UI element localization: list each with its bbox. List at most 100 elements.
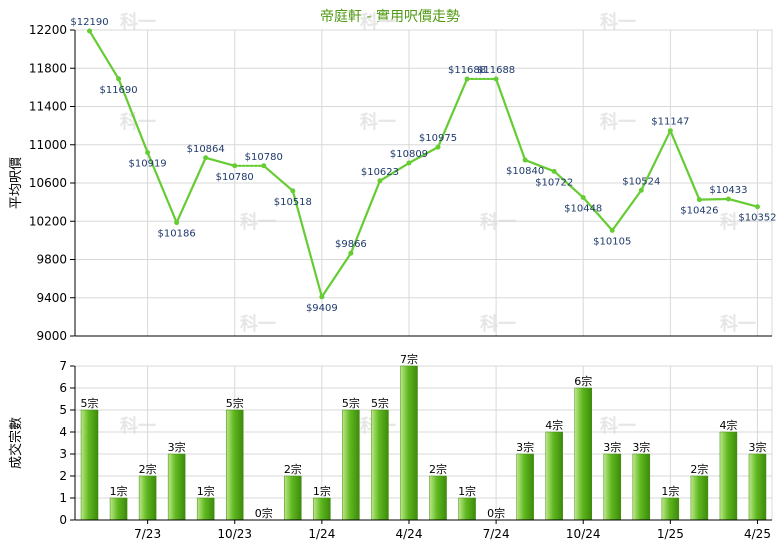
price-data-label: $10433 xyxy=(709,185,747,196)
volume-bar xyxy=(225,409,244,521)
price-y-tick-label: 10600 xyxy=(29,176,67,190)
volume-y-tick-label: 4 xyxy=(59,425,67,439)
volume-bar xyxy=(342,409,360,521)
price-data-label: $10426 xyxy=(680,206,718,217)
volume-y-tick-label: 5 xyxy=(59,403,67,417)
watermark-text: 科一 xyxy=(120,111,156,133)
price-y-tick-label: 11800 xyxy=(29,61,67,75)
chart-title: 帝庭軒 - 實用呎價走勢 xyxy=(320,9,460,25)
price-line-segment xyxy=(407,146,440,165)
price-line-segment xyxy=(146,151,178,224)
volume-bar-label: 5宗 xyxy=(226,396,244,410)
volume-bar xyxy=(313,497,331,521)
x-tick-label: 10/23 xyxy=(217,527,252,541)
price-line-segment xyxy=(698,197,730,201)
price-data-label: $10864 xyxy=(187,144,225,155)
watermark-text: 科一 xyxy=(120,11,156,33)
volume-bar-label: 5宗 xyxy=(371,396,389,410)
watermark-text: 科一 xyxy=(480,313,516,335)
volume-bar xyxy=(719,431,738,521)
price-data-label: $10186 xyxy=(158,229,196,240)
volume-bar xyxy=(138,475,157,521)
volume-bar xyxy=(603,453,622,521)
price-point xyxy=(435,144,441,150)
price-line-segment xyxy=(204,156,236,167)
price-line-segment xyxy=(262,164,294,192)
price-point xyxy=(580,195,586,201)
price-point xyxy=(464,76,470,82)
volume-y-tick-label: 0 xyxy=(59,513,67,527)
price-data-label: $10809 xyxy=(390,149,428,160)
volume-bar-label: 3宗 xyxy=(516,440,534,454)
volume-bar-label: 0宗 xyxy=(255,506,273,520)
volume-bar xyxy=(632,453,651,521)
price-data-label: $10518 xyxy=(274,197,312,208)
price-line-segment xyxy=(727,197,759,208)
volume-bar xyxy=(196,497,215,521)
volume-bar-label: 4宗 xyxy=(719,418,737,432)
watermark-text: 科一 xyxy=(120,415,156,437)
price-data-label: $10105 xyxy=(593,236,631,247)
price-point xyxy=(348,250,354,256)
price-data-label: $11147 xyxy=(651,117,689,128)
price-y-tick-label: 11400 xyxy=(29,100,67,114)
price-data-label: $10780 xyxy=(245,152,283,163)
volume-bar xyxy=(690,475,709,521)
price-line-segment xyxy=(436,77,469,149)
volume-bar-label: 1宗 xyxy=(313,484,331,498)
volume-bar xyxy=(400,365,418,521)
price-point xyxy=(319,294,325,300)
volume-bar xyxy=(284,475,302,521)
volume-bar xyxy=(545,431,563,521)
price-point xyxy=(638,187,644,193)
price-point xyxy=(667,128,673,134)
price-point xyxy=(87,28,93,34)
volume-bar xyxy=(748,453,767,521)
price-y-tick-label: 11000 xyxy=(29,138,67,152)
price-point xyxy=(754,204,760,210)
price-point xyxy=(261,163,267,169)
price-data-label: $11688 xyxy=(477,65,515,76)
volume-bar-label: 2宗 xyxy=(429,462,447,476)
volume-y-tick-label: 1 xyxy=(59,491,67,505)
price-data-label: $10722 xyxy=(535,177,573,188)
price-point xyxy=(493,76,499,82)
volume-y-tick-label: 7 xyxy=(59,359,67,373)
watermark-text: 科一 xyxy=(240,211,276,233)
volume-bar-label: 1宗 xyxy=(458,484,476,498)
volume-y-tick-label: 3 xyxy=(59,447,67,461)
volume-y-axis-label: 成交宗數 xyxy=(8,417,24,469)
price-point xyxy=(174,220,180,226)
price-data-label: $10352 xyxy=(738,213,776,224)
volume-bar xyxy=(429,475,447,521)
price-data-label: $9409 xyxy=(306,303,338,314)
volume-bar-label: 3宗 xyxy=(168,440,186,454)
price-y-tick-label: 9400 xyxy=(36,291,67,305)
volume-bar-label: 3宗 xyxy=(748,440,766,454)
volume-bar-label: 1宗 xyxy=(197,484,215,498)
volume-bar xyxy=(109,497,128,521)
watermark-text: 科一 xyxy=(600,11,636,33)
price-data-label: $12190 xyxy=(70,17,108,28)
x-tick-label: 1/24 xyxy=(308,527,335,541)
price-data-label: $10524 xyxy=(622,176,660,187)
price-data-label: $11690 xyxy=(99,85,137,96)
price-line-segment xyxy=(582,196,614,232)
volume-bar xyxy=(458,497,476,521)
volume-bar-label: 3宗 xyxy=(632,440,650,454)
x-tick-label: 10/24 xyxy=(566,527,601,541)
price-point xyxy=(290,188,296,194)
volume-bar-label: 4宗 xyxy=(545,418,563,432)
price-line-segment xyxy=(640,129,672,192)
price-point xyxy=(551,168,557,174)
volume-bar-label: 2宗 xyxy=(690,462,708,476)
price-line-segment xyxy=(378,161,411,182)
price-y-tick-label: 9000 xyxy=(36,329,67,343)
price-point xyxy=(609,227,615,233)
price-point xyxy=(377,178,383,184)
price-point xyxy=(232,163,238,169)
watermark-text: 科一 xyxy=(360,111,396,133)
price-line-segment xyxy=(291,189,323,298)
price-data-label: $10448 xyxy=(564,204,602,215)
